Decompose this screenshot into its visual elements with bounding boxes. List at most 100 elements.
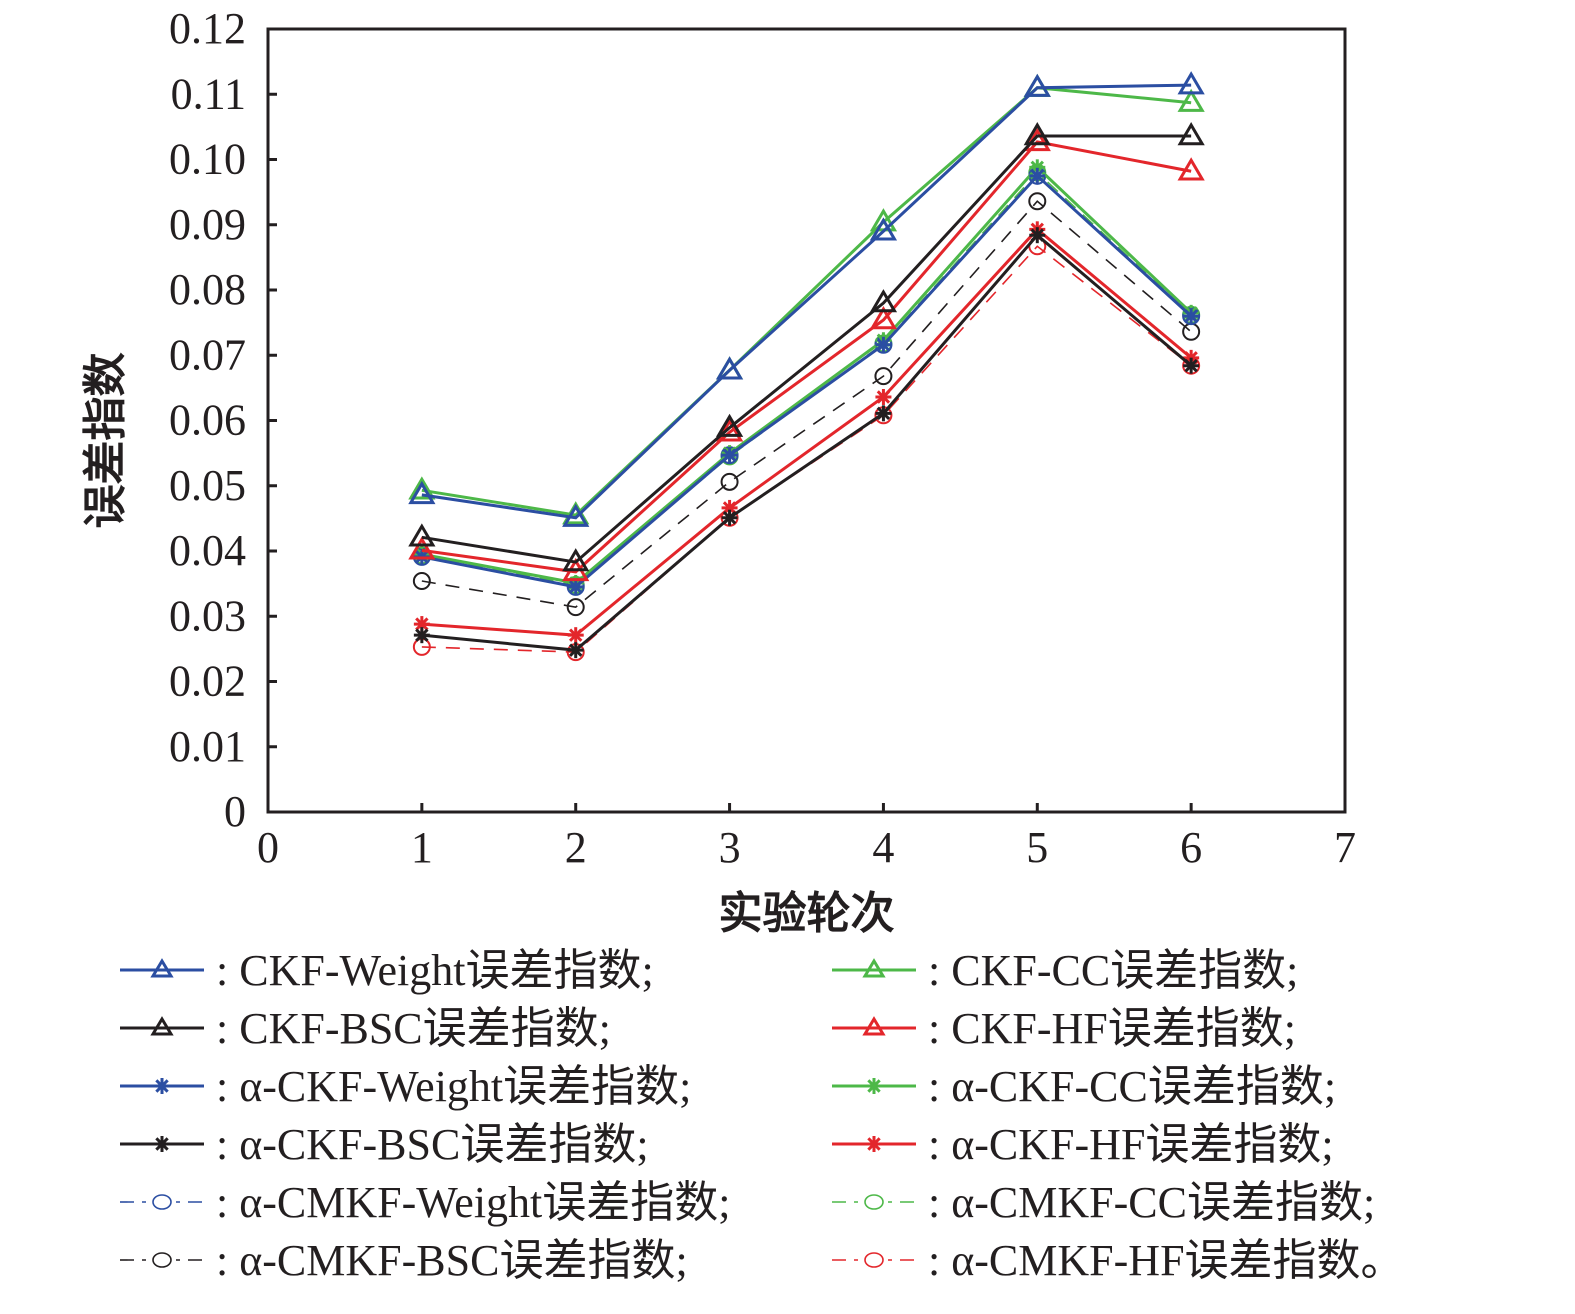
data-point-asterisk — [875, 336, 892, 353]
legend-asterisk-icon — [866, 1078, 882, 1094]
x-tick-label: 5 — [1026, 823, 1048, 872]
data-point-triangle — [1177, 122, 1205, 146]
asterisk-stroke — [155, 1079, 169, 1093]
legend-triangle-icon — [862, 1016, 886, 1036]
data-point-asterisk — [721, 509, 738, 526]
data-point-asterisk — [1183, 308, 1200, 325]
legend-label: : α-CKF-CC误差指数; — [928, 1062, 1336, 1111]
series-line — [421, 227, 1193, 637]
data-point-triangle — [1177, 88, 1205, 112]
series-line — [421, 134, 1192, 564]
series-line — [421, 86, 1192, 517]
data-point-asterisk — [721, 447, 738, 464]
asterisk-stroke — [1030, 228, 1045, 242]
x-tick-label: 1 — [411, 823, 433, 872]
legend-label: : α-CMKF-BSC误差指数; — [216, 1236, 688, 1285]
legend-item: : α-CMKF-HF误差指数。 — [832, 1236, 1405, 1285]
series-8 — [413, 221, 1200, 644]
legend-item: : α-CKF-Weight误差指数; — [120, 1062, 691, 1111]
asterisk-stroke — [1030, 169, 1045, 183]
y-tick-label: 0.09 — [169, 200, 246, 249]
series-line — [421, 165, 1193, 585]
legend-label: : α-CKF-HF误差指数; — [928, 1120, 1334, 1169]
legend-item: : CKF-CC误差指数; — [832, 946, 1298, 995]
legend-asterisk-icon — [154, 1078, 170, 1094]
x-tick-label: 6 — [1180, 823, 1202, 872]
asterisk-stroke — [155, 1137, 169, 1151]
data-point-circle — [412, 572, 431, 591]
x-tick-label: 4 — [872, 823, 894, 872]
data-point-triangle — [1177, 157, 1205, 181]
series-line — [421, 140, 1192, 574]
data-point-triangle — [562, 503, 590, 527]
series-3 — [408, 122, 1205, 572]
legend-label: : CKF-BSC误差指数; — [216, 1004, 611, 1053]
x-tick-label: 7 — [1334, 823, 1356, 872]
series-line — [421, 173, 1193, 589]
legend-triangle-icon — [150, 958, 174, 978]
series-7 — [413, 227, 1200, 659]
asterisk-stroke — [415, 628, 429, 642]
asterisk-stroke — [876, 406, 891, 421]
asterisk-stroke — [722, 501, 737, 515]
series-11 — [412, 192, 1201, 617]
series-10 — [412, 163, 1201, 594]
legend-item: : α-CKF-CC误差指数; — [832, 1062, 1336, 1111]
data-point-triangle — [715, 413, 744, 437]
data-point-triangle — [1177, 71, 1205, 95]
asterisk-stroke — [568, 643, 583, 657]
axes-frame — [266, 27, 1347, 814]
legend-label: : α-CKF-Weight误差指数; — [216, 1062, 691, 1111]
y-tick-label: 0.06 — [169, 396, 246, 445]
legend-item: : α-CKF-HF误差指数; — [832, 1120, 1334, 1169]
series-line — [421, 245, 1192, 653]
y-tick-label: 0.07 — [169, 330, 246, 379]
legend-triangle-icon — [862, 958, 886, 978]
x-tick-label: 2 — [565, 823, 587, 872]
y-tick-label: 0.10 — [169, 135, 246, 184]
legend-triangle-icon — [150, 1016, 174, 1036]
asterisk-stroke — [876, 338, 891, 352]
y-tick-label: 0.12 — [169, 4, 246, 53]
asterisk-stroke — [568, 580, 583, 594]
series-line — [421, 83, 1192, 520]
y-tick-label: 0.01 — [169, 722, 246, 771]
data-point-asterisk — [567, 578, 584, 595]
y-tick-label: 0.08 — [169, 265, 246, 314]
y-tick-label: 0.02 — [169, 657, 246, 706]
x-tick-label: 0 — [257, 823, 279, 872]
legend-item: : CKF-Weight误差指数; — [120, 946, 654, 995]
series-line — [421, 174, 1192, 588]
legend: : CKF-Weight误差指数; : CKF-CC误差指数; : CKF-BSC误… — [120, 946, 1405, 1285]
legend-label: : α-CKF-BSC误差指数; — [216, 1120, 649, 1169]
legend-item: : α-CKF-BSC误差指数; — [120, 1120, 649, 1169]
series-9 — [412, 166, 1201, 596]
legend-item: : CKF-HF误差指数; — [832, 1004, 1296, 1053]
y-tick-label: 0.11 — [171, 69, 246, 118]
legend-circle-icon — [864, 1252, 884, 1268]
legend-circle-icon — [152, 1252, 172, 1268]
legend-item: : α-CMKF-CC误差指数; — [832, 1178, 1375, 1227]
data-point-triangle — [408, 523, 436, 547]
legend-item: : α-CMKF-BSC误差指数; — [120, 1236, 688, 1285]
legend-label: : α-CMKF-Weight误差指数; — [216, 1178, 731, 1227]
data-point-triangle — [1023, 122, 1051, 146]
asterisk-stroke — [568, 628, 583, 642]
data-point-triangle — [408, 480, 436, 505]
data-point-triangle — [869, 306, 898, 330]
data-point-asterisk — [567, 642, 584, 659]
y-tick-label: 0.05 — [169, 461, 246, 510]
data-point-asterisk — [1029, 167, 1046, 184]
y-axis-label: 误差指数 — [80, 353, 131, 529]
legend-asterisk-icon — [154, 1136, 170, 1152]
x-tick-label: 3 — [719, 823, 741, 872]
asterisk-stroke — [1184, 309, 1198, 323]
series-line — [421, 200, 1192, 608]
data-point-asterisk — [875, 389, 892, 406]
asterisk-stroke — [867, 1137, 881, 1151]
x-axis-label: 实验轮次 — [719, 888, 895, 939]
data-point-asterisk — [1029, 227, 1046, 244]
legend-label: : CKF-HF误差指数; — [928, 1004, 1296, 1053]
data-point-triangle — [408, 476, 436, 500]
